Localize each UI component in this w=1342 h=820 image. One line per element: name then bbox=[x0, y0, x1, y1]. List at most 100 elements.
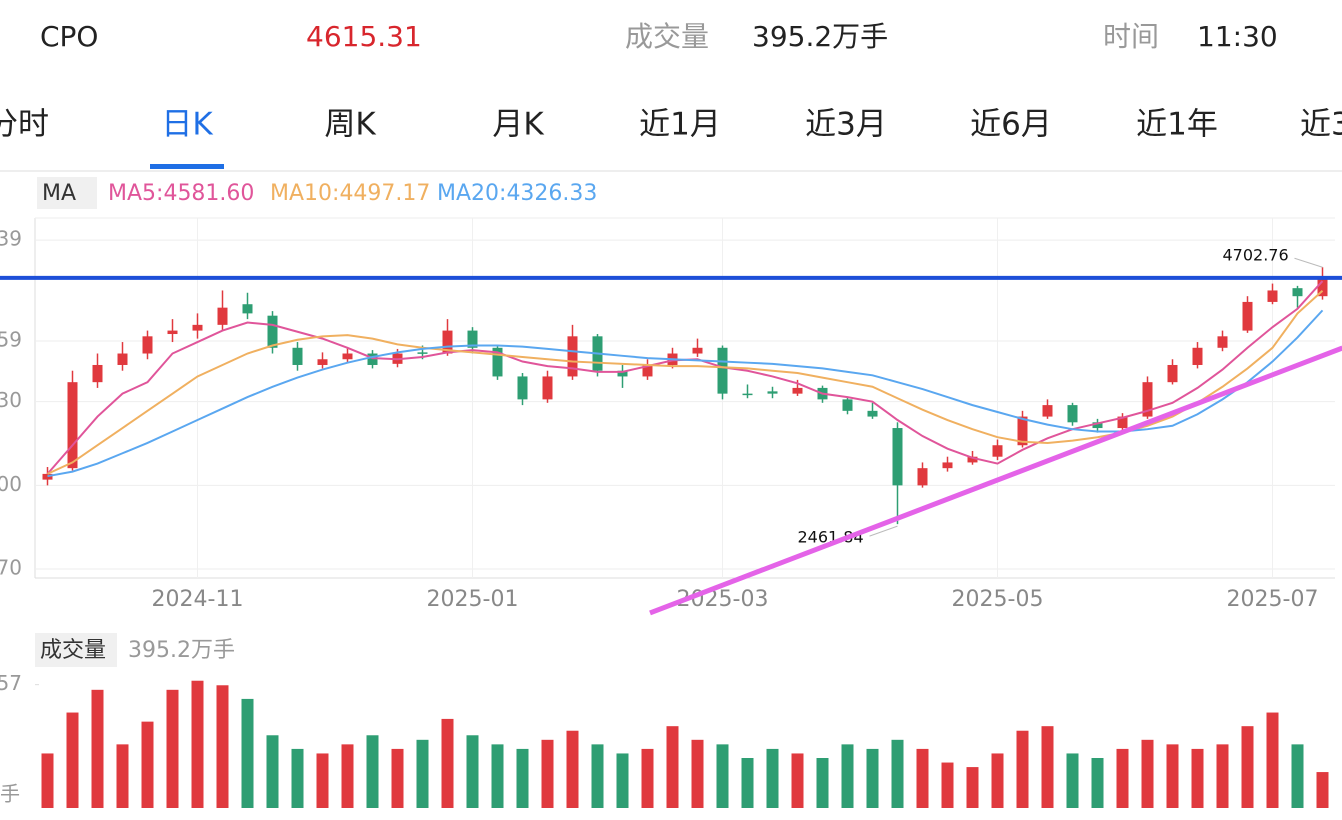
price: 4615.31 bbox=[306, 20, 422, 53]
volume-tick-label: 57 bbox=[0, 671, 22, 695]
volume-bar bbox=[791, 753, 804, 808]
volume-bar bbox=[441, 718, 454, 808]
candle-body bbox=[367, 353, 378, 365]
volume-bar bbox=[1216, 744, 1229, 808]
volume-bar bbox=[41, 753, 54, 808]
volume-bar bbox=[766, 748, 779, 808]
volume-bar bbox=[391, 748, 404, 808]
volume-bar bbox=[1091, 758, 1104, 808]
tab[interactable]: 日K bbox=[161, 107, 213, 143]
candle-body bbox=[1292, 288, 1303, 297]
candle-body bbox=[967, 456, 978, 463]
candle-body bbox=[92, 364, 103, 383]
candle-body bbox=[742, 393, 753, 396]
candle-body bbox=[867, 410, 878, 417]
x-tick-label: 2025-01 bbox=[427, 587, 519, 612]
tab[interactable]: 周K bbox=[324, 107, 376, 143]
volume-bar bbox=[666, 726, 679, 808]
volume-title: 成交量 bbox=[40, 638, 106, 663]
candle-body bbox=[492, 347, 503, 377]
volume-bar bbox=[91, 689, 104, 808]
ma-box bbox=[37, 177, 97, 209]
low-label: 2461.84 bbox=[798, 528, 864, 547]
candle-body bbox=[317, 359, 328, 365]
volume-bar bbox=[591, 744, 604, 808]
legend-entry: MA5:4581.60 bbox=[108, 181, 254, 206]
candle-body bbox=[267, 315, 278, 348]
tab[interactable]: 分时 bbox=[0, 107, 49, 143]
volume-bar bbox=[966, 767, 979, 808]
volume-bar bbox=[1241, 726, 1254, 808]
volume-bar bbox=[466, 735, 479, 808]
candle-body bbox=[767, 391, 778, 394]
candle-body bbox=[1192, 347, 1203, 365]
volume-bar bbox=[1116, 748, 1129, 808]
candle-body bbox=[1242, 301, 1253, 331]
candle-body bbox=[42, 473, 53, 480]
candle-body bbox=[442, 330, 453, 354]
volume-bar bbox=[1191, 748, 1204, 808]
volume-box bbox=[35, 633, 117, 667]
volume-unit: 手 bbox=[0, 782, 20, 806]
candle-body bbox=[217, 307, 228, 325]
volume-bar bbox=[66, 712, 79, 808]
candle-body bbox=[617, 370, 628, 377]
x-tick-label: 2025-07 bbox=[1227, 587, 1319, 612]
volume-bar bbox=[316, 753, 329, 808]
tab[interactable]: 近3月 bbox=[805, 107, 887, 143]
candle-body bbox=[1317, 277, 1328, 297]
candle-body bbox=[1142, 382, 1153, 417]
candle-body bbox=[842, 399, 853, 411]
candle-body bbox=[792, 387, 803, 394]
ma-line bbox=[47, 309, 1324, 478]
legend-entry: MA20:4326.33 bbox=[437, 181, 597, 206]
time: 11:30 bbox=[1197, 20, 1278, 53]
volume-bar bbox=[1041, 726, 1054, 808]
candle-body bbox=[192, 324, 203, 331]
candle-body bbox=[1017, 416, 1028, 446]
volume: 395.2万手 bbox=[752, 20, 888, 53]
candle-body bbox=[942, 462, 953, 469]
tab[interactable]: 月K bbox=[492, 107, 544, 143]
tab[interactable]: 近3 bbox=[1300, 107, 1342, 143]
candle-body bbox=[1117, 416, 1128, 429]
y-tick-label: 30 bbox=[0, 388, 22, 412]
volume-subtitle: 395.2万手 bbox=[128, 638, 235, 663]
trend-line bbox=[649, 345, 1342, 616]
volume-bar bbox=[341, 744, 354, 808]
volume-bar bbox=[141, 721, 154, 808]
volume-bar bbox=[291, 748, 304, 808]
volume-bar bbox=[491, 744, 504, 808]
volume-bar bbox=[116, 744, 129, 808]
volume-bar bbox=[1016, 730, 1029, 808]
volume-label: 成交量 bbox=[625, 20, 709, 53]
volume-bar bbox=[1316, 772, 1329, 808]
volume-bar bbox=[216, 685, 229, 808]
candle-body bbox=[67, 382, 78, 469]
symbol: CPO bbox=[40, 20, 98, 53]
time-label: 时间 bbox=[1103, 20, 1159, 53]
candle-body bbox=[417, 352, 428, 354]
volume-bar bbox=[1066, 753, 1079, 808]
volume-bar bbox=[416, 739, 429, 808]
volume-bar bbox=[1141, 739, 1154, 808]
y-tick-label: 59 bbox=[0, 328, 22, 352]
candle-body bbox=[1092, 422, 1103, 429]
volume-bar bbox=[566, 730, 579, 808]
legend-entry: MA10:4497.17 bbox=[270, 181, 430, 206]
candle-body bbox=[292, 347, 303, 365]
high-label: 4702.76 bbox=[1223, 246, 1289, 265]
candle-body bbox=[1042, 405, 1053, 417]
candle-body bbox=[917, 468, 928, 486]
tab[interactable]: 近1月 bbox=[639, 107, 721, 143]
tab-underline bbox=[150, 164, 224, 169]
tab[interactable]: 近6月 bbox=[970, 107, 1052, 143]
candle-body bbox=[717, 347, 728, 394]
volume-bar bbox=[641, 748, 654, 808]
candle-body bbox=[1067, 405, 1078, 423]
candle-body bbox=[467, 330, 478, 348]
y-tick-label: 39 bbox=[0, 227, 22, 251]
tab[interactable]: 近1年 bbox=[1136, 107, 1218, 143]
